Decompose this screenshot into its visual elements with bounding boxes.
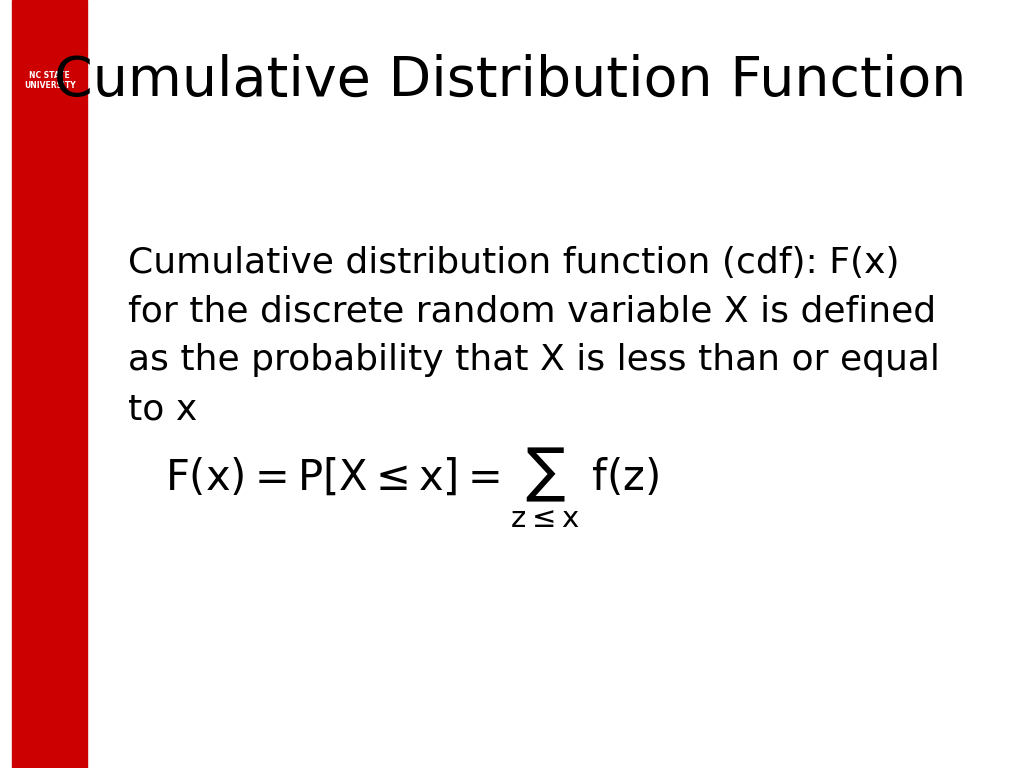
Bar [11, 0, 87, 768]
Text: NC STATE
UNIVERSITY: NC STATE UNIVERSITY [24, 71, 76, 91]
Text: Cumulative Distribution Function: Cumulative Distribution Function [54, 54, 967, 108]
Text: Cumulative distribution function (cdf): F(x)
for the discrete random variable X : Cumulative distribution function (cdf): … [128, 246, 939, 426]
Text: $\mathrm{F(x) = P[X \leq x] = \sum_{z \leq x}\ f(z)}$: $\mathrm{F(x) = P[X \leq x] = \sum_{z \l… [166, 445, 659, 530]
